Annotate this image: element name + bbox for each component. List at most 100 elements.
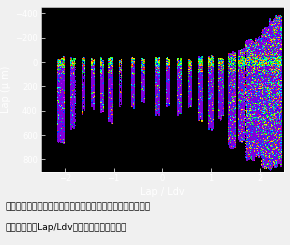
Point xyxy=(260,135,265,139)
Point xyxy=(273,62,278,66)
Point xyxy=(247,144,252,148)
Point xyxy=(266,87,271,91)
Point xyxy=(254,108,258,111)
Point xyxy=(200,68,205,72)
Point xyxy=(269,26,273,30)
Point xyxy=(228,108,233,112)
Point xyxy=(275,102,280,106)
Point xyxy=(268,159,273,163)
Point xyxy=(271,65,275,69)
Point xyxy=(272,123,276,127)
Point xyxy=(61,62,66,66)
Point xyxy=(260,162,265,166)
Point xyxy=(267,72,271,75)
Point xyxy=(178,93,183,97)
Point xyxy=(108,93,113,97)
Point xyxy=(275,98,279,101)
Point xyxy=(154,59,158,62)
Point xyxy=(260,147,264,151)
Point xyxy=(276,138,280,142)
Point xyxy=(259,137,264,141)
Point xyxy=(273,53,278,57)
Point xyxy=(221,65,225,69)
Point xyxy=(176,99,180,103)
Point xyxy=(262,102,267,106)
Point xyxy=(178,104,183,108)
Point xyxy=(58,135,63,139)
Point xyxy=(273,80,278,84)
Point xyxy=(210,58,215,62)
Point xyxy=(154,90,159,94)
Point xyxy=(154,79,159,83)
Point xyxy=(245,138,250,142)
Point xyxy=(254,122,259,126)
Point xyxy=(200,71,205,75)
Point xyxy=(206,114,211,118)
Point xyxy=(278,37,282,41)
Point xyxy=(276,58,280,62)
Point xyxy=(267,155,272,159)
Point xyxy=(266,120,271,124)
Point xyxy=(269,26,274,30)
Point xyxy=(275,40,279,44)
Point xyxy=(60,93,65,97)
Point xyxy=(99,102,104,106)
Point xyxy=(56,98,61,102)
Point xyxy=(242,138,246,142)
Point xyxy=(260,32,264,36)
Point xyxy=(276,148,280,152)
Point xyxy=(275,50,279,54)
Point xyxy=(60,140,65,144)
Point xyxy=(269,127,274,131)
Point xyxy=(267,138,271,142)
Point xyxy=(167,79,172,83)
Point xyxy=(167,60,172,63)
Point xyxy=(253,69,258,73)
Point xyxy=(57,120,62,124)
Point xyxy=(231,84,235,88)
Point xyxy=(238,53,243,57)
Point xyxy=(266,148,270,152)
Point xyxy=(262,43,267,47)
Point xyxy=(274,58,279,61)
Point xyxy=(271,105,275,109)
Point xyxy=(119,86,124,89)
Point xyxy=(269,99,273,103)
Point xyxy=(244,89,249,93)
Point xyxy=(267,142,272,146)
Point xyxy=(264,101,269,105)
Point xyxy=(179,90,184,94)
Point xyxy=(217,101,221,105)
Point xyxy=(236,106,241,110)
Point xyxy=(255,56,260,60)
Point xyxy=(228,61,233,65)
Point xyxy=(240,76,244,80)
Point xyxy=(198,73,202,77)
Point xyxy=(60,112,65,116)
Point xyxy=(167,91,171,95)
Point xyxy=(108,91,113,95)
Point xyxy=(61,139,66,143)
Point xyxy=(117,61,122,65)
Point xyxy=(262,86,267,89)
Point xyxy=(241,51,246,55)
Point xyxy=(250,135,255,139)
Point xyxy=(117,59,122,63)
Point xyxy=(218,77,223,81)
Point xyxy=(207,116,212,120)
Point xyxy=(167,86,172,90)
Point xyxy=(69,61,74,65)
Point xyxy=(109,92,113,96)
Point xyxy=(269,97,273,101)
Point xyxy=(273,91,277,95)
Point xyxy=(256,104,261,108)
Point xyxy=(266,30,271,34)
Point xyxy=(57,77,62,81)
Point xyxy=(267,91,271,95)
Point xyxy=(167,68,172,72)
Point xyxy=(130,89,134,93)
Point xyxy=(269,131,274,135)
Point xyxy=(251,124,255,128)
Point xyxy=(69,101,74,105)
Point xyxy=(177,86,182,89)
